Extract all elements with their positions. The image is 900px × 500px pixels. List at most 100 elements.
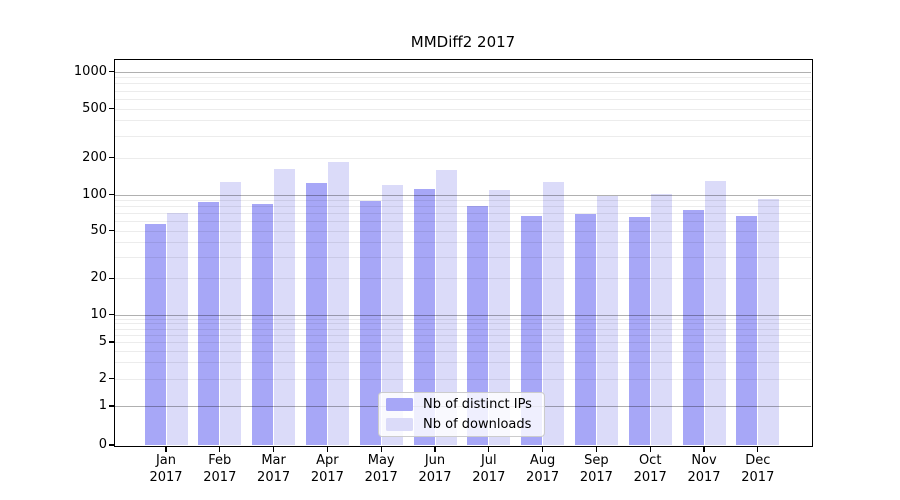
y-tick — [108, 377, 115, 380]
bar-downloads — [381, 185, 403, 445]
x-tick-label-month: Aug — [529, 453, 556, 468]
bar-distinct-ips — [252, 204, 274, 445]
x-tick — [541, 446, 544, 452]
x-tick-label: Sep 2017 — [554, 453, 638, 486]
gridline-major — [115, 71, 811, 73]
y-tick — [108, 277, 115, 279]
bar-downloads — [596, 195, 618, 445]
y-tick — [108, 341, 115, 343]
legend-swatch-downloads — [386, 418, 413, 431]
y-tick — [108, 193, 115, 196]
bar-distinct-ips — [574, 213, 596, 445]
x-tick-label-month: Mar — [261, 453, 286, 468]
x-tick — [488, 446, 490, 452]
grid-layer — [115, 60, 811, 445]
gridline-minor — [115, 362, 811, 364]
bar-downloads — [435, 170, 457, 445]
x-tick-label: Jan 2017 — [124, 453, 208, 486]
gridline-minor — [115, 334, 811, 336]
bar-distinct-ips — [305, 182, 327, 445]
x-tick-label-month: Apr — [316, 453, 339, 468]
gridline-minor — [115, 213, 811, 215]
y-tick — [108, 405, 115, 407]
x-tick-label: Jun 2017 — [393, 453, 477, 486]
y-tick-label: 1 — [98, 398, 107, 413]
x-tick-label: May 2017 — [339, 453, 423, 486]
gridline-minor — [115, 120, 811, 122]
x-tick-label: Oct 2017 — [608, 453, 692, 486]
gridline-minor — [115, 83, 811, 85]
x-tick-label: Aug 2017 — [501, 453, 585, 486]
gridline-minor — [115, 221, 811, 223]
bar-downloads — [327, 161, 349, 445]
legend-label-downloads: Nb of downloads — [423, 417, 532, 432]
x-tick-label-year: 2017 — [203, 469, 237, 485]
x-tick-label: Mar 2017 — [232, 453, 316, 486]
gridline-minor — [115, 378, 811, 380]
x-tick-label: Nov 2017 — [662, 453, 746, 486]
bars-layer — [115, 60, 811, 445]
x-tick-label: Feb 2017 — [178, 453, 262, 486]
x-tick — [326, 446, 329, 452]
y-tick-label: 2 — [98, 370, 107, 386]
x-tick-label-month: Jun — [424, 453, 446, 468]
gridline-minor — [115, 278, 811, 280]
y-tick — [108, 70, 115, 73]
bar-downloads — [704, 180, 726, 445]
x-tick-label-month: Dec — [745, 453, 771, 468]
x-tick — [273, 446, 275, 452]
gridline-minor — [115, 98, 811, 100]
bar-distinct-ips — [467, 205, 489, 445]
gridline-minor — [115, 206, 811, 208]
y-tick-label: 1000 — [73, 63, 107, 79]
x-tick-label-month: Jul — [480, 453, 497, 468]
bar-downloads — [274, 169, 296, 445]
x-tick-label-year: 2017 — [687, 469, 721, 485]
x-tick — [434, 446, 436, 452]
legend: Nb of distinct IPs Nb of downloads — [378, 392, 545, 437]
legend-item-distinct-ips: Nb of distinct IPs — [386, 395, 544, 415]
legend-swatch-distinct-ips — [386, 398, 413, 411]
bar-distinct-ips — [628, 217, 650, 445]
x-tick-label-month: Oct — [638, 453, 662, 468]
gridline-minor — [115, 157, 811, 159]
x-tick-label-year: 2017 — [418, 469, 452, 485]
gridline-minor — [115, 323, 811, 325]
x-tick-label-year: 2017 — [364, 469, 398, 485]
y-tick-label: 5 — [98, 334, 107, 349]
x-tick-label: Jul 2017 — [447, 453, 531, 486]
x-tick — [165, 446, 167, 452]
bar-downloads — [650, 194, 672, 445]
x-tick-label-month: May — [367, 453, 395, 468]
gridline-minor — [115, 108, 811, 110]
y-tick — [108, 156, 115, 159]
y-tick-label: 0 — [98, 437, 107, 452]
y-tick — [108, 230, 115, 232]
plot-area — [113, 58, 813, 447]
gridline-minor — [115, 135, 811, 137]
y-tick — [108, 107, 115, 110]
gridline-major — [115, 314, 811, 316]
x-tick — [703, 446, 705, 452]
bar-downloads — [166, 213, 188, 445]
x-tick-label-year: 2017 — [579, 469, 613, 485]
x-tick-label-year: 2017 — [472, 469, 506, 485]
gridline-minor — [115, 230, 811, 232]
y-tick-label: 100 — [82, 186, 107, 202]
gridline-minor — [115, 328, 811, 330]
bar-distinct-ips — [413, 189, 435, 445]
gridline-minor — [115, 257, 811, 259]
bar-distinct-ips — [736, 216, 758, 445]
gridline-major — [115, 194, 811, 196]
x-tick-label-year: 2017 — [741, 469, 775, 485]
y-tick — [108, 444, 115, 446]
legend-item-downloads: Nb of downloads — [386, 415, 544, 435]
y-tick-label: 500 — [82, 100, 107, 116]
bar-distinct-ips — [198, 201, 220, 445]
y-tick-label: 20 — [90, 270, 107, 286]
x-tick-label-month: Feb — [208, 453, 232, 468]
legend-label-distinct-ips: Nb of distinct IPs — [423, 397, 532, 412]
gridline-minor — [115, 90, 811, 92]
gridline-minor — [115, 77, 811, 79]
